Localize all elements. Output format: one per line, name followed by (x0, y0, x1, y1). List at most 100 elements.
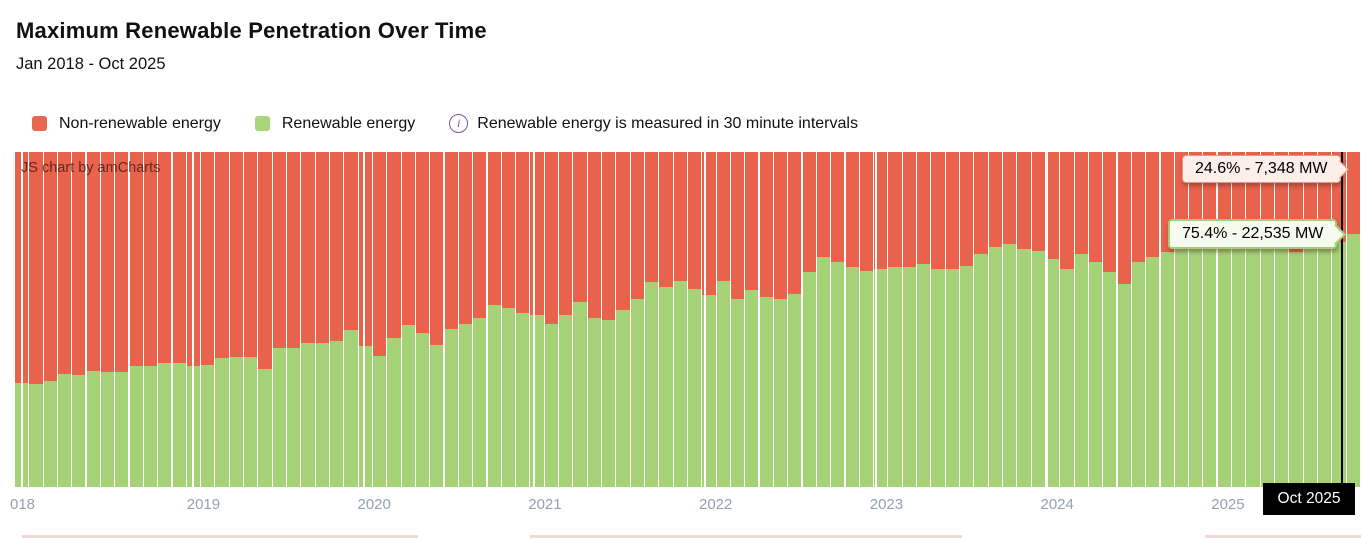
bar-2018-10[interactable] (143, 152, 158, 487)
bar-2021-07[interactable] (616, 152, 630, 487)
bar-2021-04[interactable] (573, 152, 587, 487)
bar-2022-11[interactable] (845, 152, 859, 487)
legend-item-renewable[interactable]: Renewable energy (254, 115, 415, 133)
bar-2024-02[interactable] (1060, 152, 1074, 487)
bar-non-renewable-segment (587, 152, 601, 319)
bar-2018-07[interactable] (100, 152, 115, 487)
bar-2018-09[interactable] (129, 152, 143, 487)
bar-2021-05[interactable] (587, 152, 601, 487)
bar-2025-03[interactable] (1246, 152, 1260, 487)
bar-2020-05[interactable] (415, 152, 430, 487)
bar-2019-06[interactable] (258, 152, 272, 487)
bar-2019-10[interactable] (315, 152, 329, 487)
bar-2019-05[interactable] (244, 152, 258, 487)
bar-2022-02[interactable] (716, 152, 730, 487)
bar-2020-10[interactable] (487, 152, 501, 487)
bar-2021-11[interactable] (673, 152, 687, 487)
bar-2020-12[interactable] (516, 152, 530, 487)
bar-2024-10[interactable] (1174, 152, 1189, 487)
bar-2019-12[interactable] (344, 152, 358, 487)
bar-2023-11[interactable] (1017, 152, 1031, 487)
bar-2022-08[interactable] (802, 152, 816, 487)
bar-2025-04[interactable] (1260, 152, 1274, 487)
bar-2024-09[interactable] (1160, 152, 1174, 487)
bar-2025-06[interactable] (1289, 152, 1303, 487)
bar-2024-01[interactable] (1045, 152, 1060, 487)
bar-2020-01[interactable] (358, 152, 372, 487)
bar-2022-07[interactable] (788, 152, 802, 487)
legend-item-non-renewable[interactable]: Non-renewable energy (32, 115, 221, 133)
bar-2018-03[interactable] (43, 152, 57, 487)
bar-2018-06[interactable] (86, 152, 100, 487)
bar-2025-10[interactable] (1346, 152, 1360, 487)
bar-2020-04[interactable] (401, 152, 415, 487)
bar-2018-02[interactable] (29, 152, 43, 487)
bar-2019-07[interactable] (272, 152, 286, 487)
bar-2023-04[interactable] (917, 152, 931, 487)
bar-2022-12[interactable] (859, 152, 874, 487)
bar-2020-11[interactable] (501, 152, 516, 487)
bar-2023-01[interactable] (874, 152, 888, 487)
bar-2021-09[interactable] (645, 152, 659, 487)
bar-2020-03[interactable] (387, 152, 401, 487)
bar-2024-06[interactable] (1117, 152, 1131, 487)
bar-2018-05[interactable] (72, 152, 86, 487)
bar-2024-11[interactable] (1189, 152, 1203, 487)
plot-area[interactable] (0, 152, 1361, 487)
bar-non-renewable-segment (988, 152, 1002, 248)
bar-2020-08[interactable] (458, 152, 473, 487)
bar-2025-08[interactable] (1318, 152, 1332, 487)
bar-2019-09[interactable] (301, 152, 315, 487)
bar-2018-04[interactable] (57, 152, 72, 487)
bar-2021-12[interactable] (688, 152, 702, 487)
bar-2021-06[interactable] (602, 152, 616, 487)
bar-2024-05[interactable] (1103, 152, 1117, 487)
bar-2023-10[interactable] (1003, 152, 1017, 487)
bar-2019-08[interactable] (287, 152, 301, 487)
bar-2025-09[interactable] (1332, 152, 1346, 487)
bar-2018-08[interactable] (115, 152, 129, 487)
bar-2022-06[interactable] (773, 152, 788, 487)
bar-2025-02[interactable] (1232, 152, 1246, 487)
bar-2021-08[interactable] (630, 152, 644, 487)
bar-2022-03[interactable] (730, 152, 745, 487)
bar-2023-06[interactable] (945, 152, 959, 487)
bar-2021-03[interactable] (559, 152, 573, 487)
bar-2025-05[interactable] (1275, 152, 1289, 487)
bar-2022-09[interactable] (816, 152, 831, 487)
bar-2022-04[interactable] (745, 152, 759, 487)
bar-2022-10[interactable] (831, 152, 845, 487)
cursor-date-badge: Oct 2025 (1263, 483, 1355, 515)
bar-2019-02[interactable] (201, 152, 215, 487)
bar-2021-02[interactable] (544, 152, 559, 487)
bar-2019-03[interactable] (215, 152, 229, 487)
bar-2020-02[interactable] (372, 152, 387, 487)
bar-2025-01[interactable] (1217, 152, 1232, 487)
bar-2020-06[interactable] (430, 152, 444, 487)
bar-2023-02[interactable] (888, 152, 902, 487)
bar-2023-03[interactable] (902, 152, 916, 487)
bar-2019-04[interactable] (229, 152, 243, 487)
bar-2020-09[interactable] (473, 152, 487, 487)
bar-2019-11[interactable] (330, 152, 344, 487)
bar-2023-07[interactable] (960, 152, 974, 487)
amcharts-watermark[interactable]: JS chart by amCharts (21, 160, 161, 176)
bar-2018-12[interactable] (172, 152, 186, 487)
bar-2020-07[interactable] (444, 152, 458, 487)
bar-2021-10[interactable] (659, 152, 673, 487)
bar-non-renewable-segment (473, 152, 487, 319)
bar-2023-09[interactable] (988, 152, 1002, 487)
bar-2023-08[interactable] (974, 152, 988, 487)
bar-2024-04[interactable] (1088, 152, 1103, 487)
bar-2024-03[interactable] (1074, 152, 1088, 487)
bar-2025-07[interactable] (1303, 152, 1317, 487)
bar-2022-05[interactable] (759, 152, 773, 487)
bar-2018-11[interactable] (158, 152, 172, 487)
bar-2024-08[interactable] (1146, 152, 1160, 487)
bar-2024-07[interactable] (1131, 152, 1146, 487)
bar-2023-05[interactable] (931, 152, 945, 487)
bar-2024-12[interactable] (1203, 152, 1217, 487)
bar-2023-12[interactable] (1031, 152, 1045, 487)
bar-non-renewable-segment (1131, 152, 1146, 262)
